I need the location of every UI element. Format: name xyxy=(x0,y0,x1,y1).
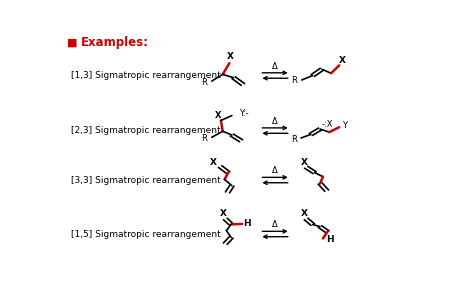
Text: X: X xyxy=(338,56,346,65)
Text: R: R xyxy=(291,135,297,144)
Text: Y: Y xyxy=(342,121,347,130)
Text: [3,3] Sigmatropic rearrangement: [3,3] Sigmatropic rearrangement xyxy=(71,175,220,185)
Text: ■: ■ xyxy=(66,38,77,48)
Text: X: X xyxy=(301,158,308,167)
Text: Δ: Δ xyxy=(273,62,278,71)
Text: H: H xyxy=(327,235,334,244)
Text: [2,3] Sigmatropic rearrangement: [2,3] Sigmatropic rearrangement xyxy=(71,126,220,135)
Text: R: R xyxy=(201,134,207,143)
Text: Y:-: Y:- xyxy=(239,109,249,118)
Text: X: X xyxy=(220,209,227,218)
Text: Δ: Δ xyxy=(273,220,278,229)
Text: H: H xyxy=(243,219,250,228)
Text: X: X xyxy=(227,52,234,61)
Text: [1,3] Sigmatropic rearrangement: [1,3] Sigmatropic rearrangement xyxy=(71,71,220,80)
Text: R: R xyxy=(292,76,297,85)
Text: X: X xyxy=(210,158,217,167)
Text: X: X xyxy=(215,111,221,120)
Text: -:X: -:X xyxy=(322,121,333,129)
Text: [1,5] Sigmatropic rearrangement: [1,5] Sigmatropic rearrangement xyxy=(71,230,220,239)
Text: Δ: Δ xyxy=(273,117,278,126)
Text: Δ: Δ xyxy=(273,166,278,175)
Text: X: X xyxy=(301,209,308,218)
Text: Examples:: Examples: xyxy=(82,36,149,49)
Text: R: R xyxy=(201,78,207,87)
